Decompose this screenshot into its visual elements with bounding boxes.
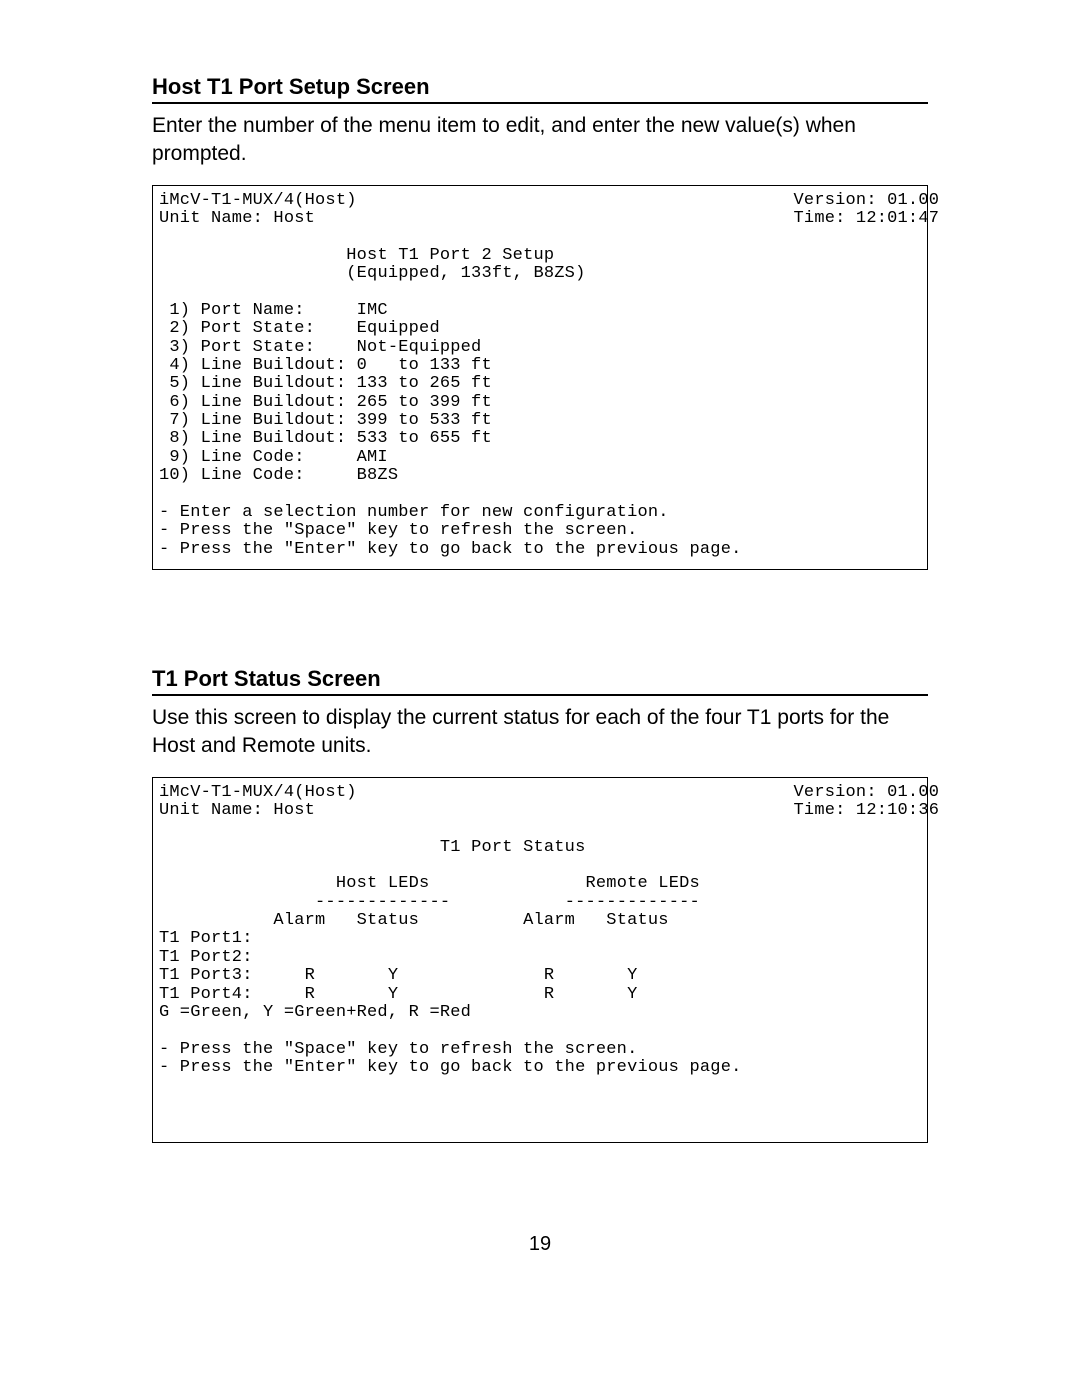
s2-hdr-host: Host LEDs [336,874,430,893]
s1-title2: (Equipped, 133ft, B8ZS) [346,264,585,283]
s1-menu-3: 3) Port State: Not-Equipped [159,338,481,357]
s1-menu-2: 2) Port State: Equipped [159,319,440,338]
section1-intro: Enter the number of the menu item to edi… [152,112,928,169]
s1-menu-10: 10) Line Code: B8ZS [159,466,398,485]
s1-title1: Host T1 Port 2 Setup [346,246,554,265]
section2-heading: T1 Port Status Screen [152,666,928,692]
s1-device: iMcV-T1-MUX/4(Host) [159,191,357,210]
s1-help1: - Enter a selection number for new confi… [159,503,669,522]
s1-menu-7: 7) Line Buildout: 399 to 533 ft [159,411,492,430]
s2-row3: T1 Port3: R Y R Y [159,966,637,985]
s2-hdr-remote: Remote LEDs [586,874,700,893]
s1-menu-5: 5) Line Buildout: 133 to 265 ft [159,374,492,393]
section2-intro: Use this screen to display the current s… [152,704,928,761]
s1-time: Time: 12:01:47 [794,209,940,228]
page: Host T1 Port Setup Screen Enter the numb… [0,0,1080,1296]
s2-help1: - Press the "Space" key to refresh the s… [159,1040,637,1059]
s2-cols-right: Alarm Status [523,911,669,930]
s2-cols-left: Alarm Status [273,911,419,930]
s1-menu-6: 6) Line Buildout: 265 to 399 ft [159,393,492,412]
s2-unitname: Unit Name: Host [159,801,315,820]
s1-menu-8: 8) Line Buildout: 533 to 655 ft [159,429,492,448]
s1-menu-9: 9) Line Code: AMI [159,448,388,467]
s2-row2: T1 Port2: [159,948,253,967]
s2-time: Time: 12:10:36 [794,801,940,820]
s2-legend: G =Green, Y =Green+Red, R =Red [159,1003,471,1022]
s1-version: Version: 01.00 [794,191,940,210]
s2-device: iMcV-T1-MUX/4(Host) [159,783,357,802]
page-number: 19 [152,1233,928,1256]
section2-rule [152,694,928,696]
s2-version: Version: 01.00 [794,783,940,802]
section1-heading: Host T1 Port Setup Screen [152,74,928,100]
s1-help2: - Press the "Space" key to refresh the s… [159,521,637,540]
setup-screen-terminal: iMcV-T1-MUX/4(Host) Version: 01.00 Unit … [152,185,928,570]
s2-title: T1 Port Status [440,838,586,857]
section1-rule [152,102,928,104]
s2-row1: T1 Port1: [159,929,253,948]
s2-dash-left: ------------- [315,893,450,912]
s2-dash-right: ------------- [565,893,700,912]
s2-help2: - Press the "Enter" key to go back to th… [159,1058,742,1077]
s2-row4: T1 Port4: R Y R Y [159,985,637,1004]
status-screen-terminal: iMcV-T1-MUX/4(Host) Version: 01.00 Unit … [152,777,928,1144]
s1-menu-1: 1) Port Name: IMC [159,301,388,320]
s1-help3: - Press the "Enter" key to go back to th… [159,540,742,559]
s1-menu-4: 4) Line Buildout: 0 to 133 ft [159,356,492,375]
s1-unitname: Unit Name: Host [159,209,315,228]
